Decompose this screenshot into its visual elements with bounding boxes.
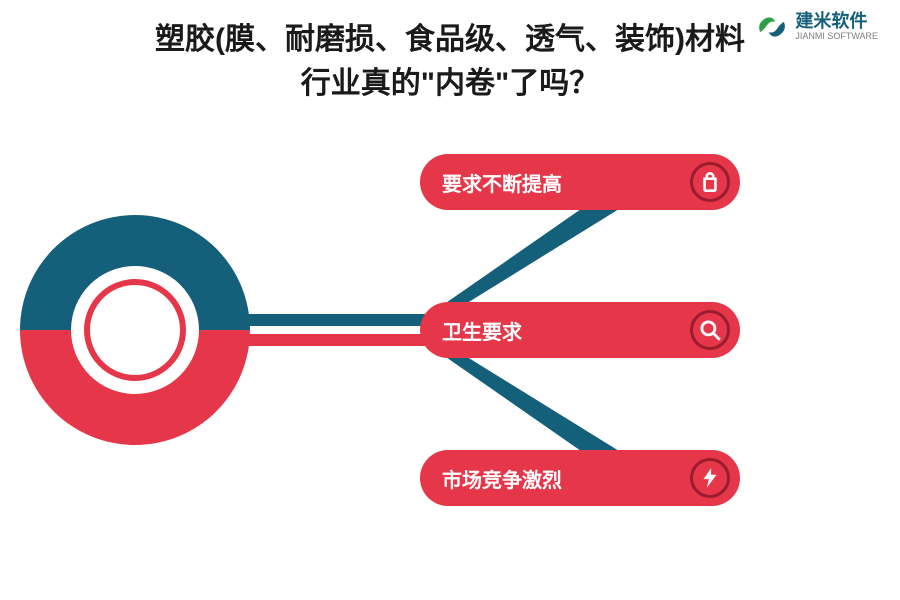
title-line-2: 行业真的"内卷"了吗？ bbox=[0, 62, 900, 106]
donut-chart bbox=[20, 215, 250, 445]
pill-label: 卫生要求 bbox=[442, 316, 522, 345]
pill-label: 要求不断提高 bbox=[442, 168, 562, 197]
pill-0: 要求不断提高 bbox=[420, 154, 740, 210]
diagram: 要求不断提高卫生要求市场竞争激烈 bbox=[0, 130, 900, 570]
pill-2: 市场竞争激烈 bbox=[420, 450, 740, 506]
pill-1: 卫生要求 bbox=[420, 302, 740, 358]
bag-icon bbox=[690, 162, 730, 202]
search-icon bbox=[690, 310, 730, 350]
pill-label: 市场竞争激烈 bbox=[442, 464, 562, 493]
page-title: 塑胶(膜、耐磨损、食品级、透气、装饰)材料 行业真的"内卷"了吗？ bbox=[0, 18, 900, 105]
bolt-icon bbox=[690, 458, 730, 498]
title-line-1: 塑胶(膜、耐磨损、食品级、透气、装饰)材料 bbox=[0, 18, 900, 62]
